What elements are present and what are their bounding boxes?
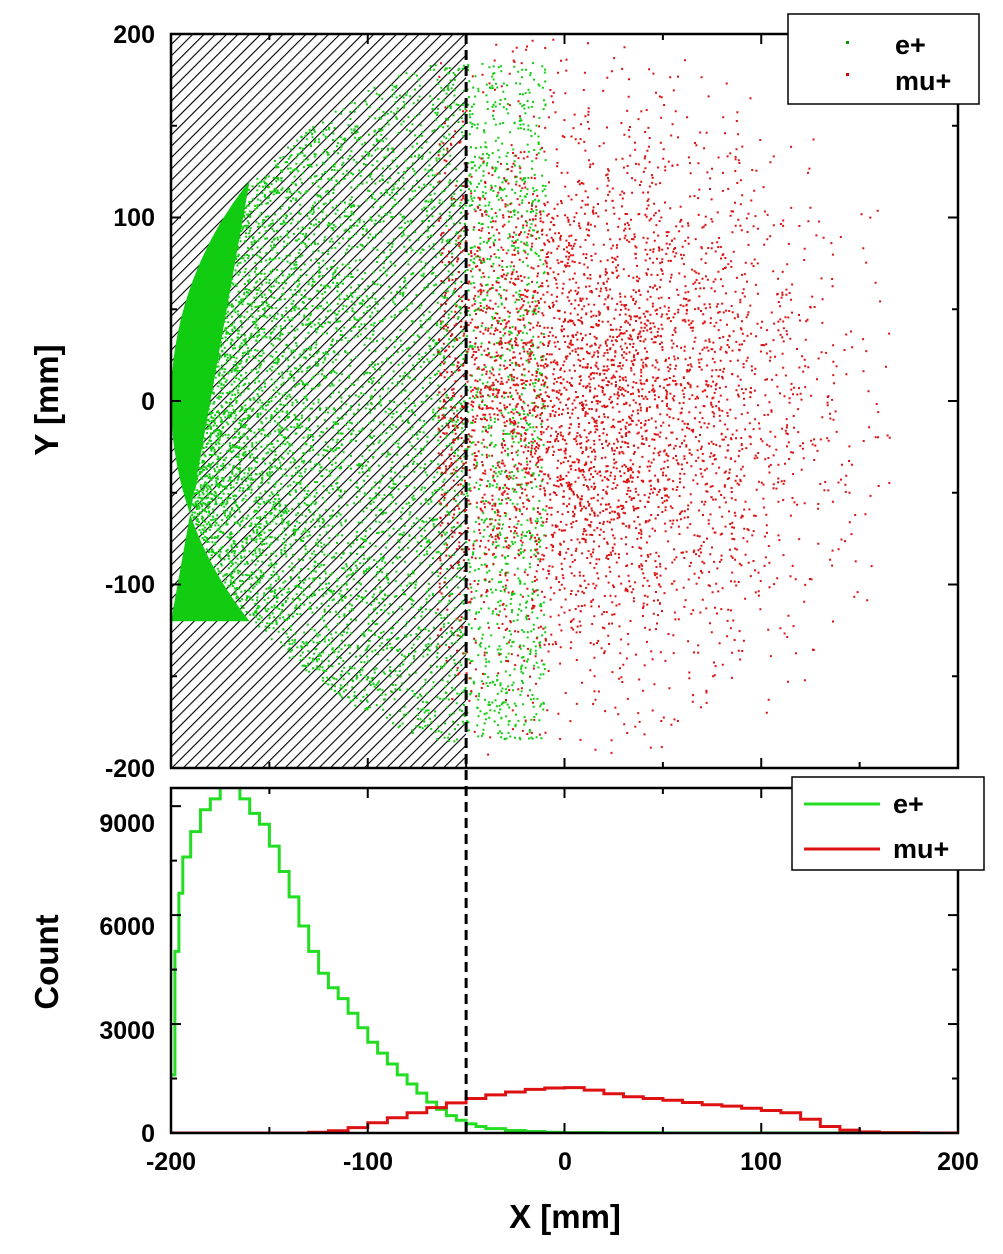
legend-marker-mu-plus: [846, 73, 849, 76]
scatter-panel: 200 100 0 -100 -200 Y [mm] e+ mu+: [28, 13, 980, 783]
histogram-ytick-label: 3000: [99, 1017, 155, 1045]
hatched-region: [171, 34, 467, 768]
histogram-panel: 0 3000 6000 9000 -200 -100 0 100 200 Cou…: [28, 776, 985, 1235]
e-plus-scatter-series: [171, 62, 547, 743]
legend-label-mu-plus: mu+: [895, 66, 951, 96]
scatter-ticks: [170, 33, 959, 769]
histogram-ytick-label: 0: [141, 1120, 155, 1148]
scatter-legend-box: [787, 13, 980, 105]
scatter-ytick-label: 0: [141, 388, 155, 416]
histogram-ytick-label: 6000: [99, 913, 155, 941]
legend-label-e-plus: e+: [893, 789, 924, 819]
histogram-xtick-label: 100: [740, 1148, 782, 1176]
scatter-ytick-label: 200: [113, 21, 155, 49]
scatter-ytick-label: -200: [105, 755, 155, 783]
histogram-ytick-label: 9000: [99, 810, 155, 838]
histogram-xtick-label: -100: [343, 1148, 393, 1176]
legend-label-e-plus: e+: [895, 30, 926, 60]
scatter-ytick-label: 100: [113, 204, 155, 232]
histogram-legend: e+ mu+: [791, 776, 985, 871]
mu-plus-histogram-line: [171, 1086, 958, 1133]
histogram-xtick-label: -200: [146, 1148, 196, 1176]
scatter-y-axis-title: Y [mm]: [28, 344, 65, 455]
scatter-legend: e+ mu+: [787, 13, 980, 105]
x-axis-title: X [mm]: [509, 1198, 621, 1235]
histogram-xtick-label: 0: [558, 1148, 572, 1176]
scatter-points: [171, 62, 547, 743]
histogram-y-axis-title: Count: [28, 914, 65, 1009]
histogram-legend-box: [791, 776, 985, 871]
legend-label-mu-plus: mu+: [893, 834, 949, 864]
legend-marker-e-plus: [846, 41, 849, 44]
scatter-ytick-label: -100: [105, 571, 155, 599]
histogram-xtick-label: 200: [937, 1148, 979, 1176]
